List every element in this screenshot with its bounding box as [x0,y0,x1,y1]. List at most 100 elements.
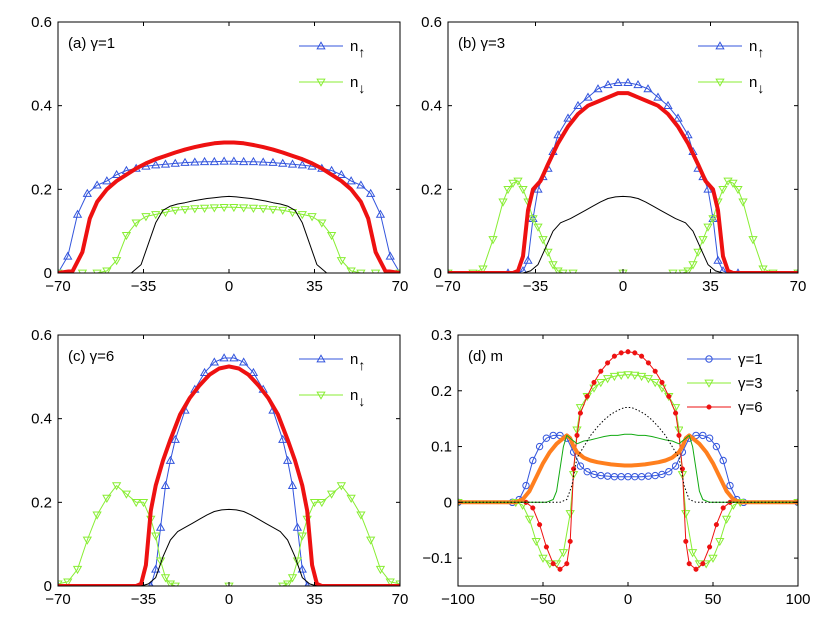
point-n_up [563,113,573,122]
point-n_up [643,84,653,93]
point-n_up [209,357,220,366]
point-n_down [170,582,180,586]
point-γ=6 [550,561,556,567]
legend-label: n↑ [749,38,764,60]
point-n_down [488,236,498,245]
point-n_up [238,357,249,366]
point-γ=1 [535,442,544,451]
point-γ=1 [671,462,680,470]
series-n_up [448,77,798,273]
legend-marker [704,379,714,388]
point-n_up [292,522,303,531]
point-n_up [180,157,190,166]
legend: n↑ n↓ [694,33,796,105]
point-n_up [278,434,288,443]
point-γ=3 [623,371,633,380]
x-tick-label: −70 [45,591,70,608]
legend-label: n↑ [350,38,365,60]
point-n_up [229,156,239,165]
y-tick-label: 0 [444,494,452,511]
point-n_down [336,257,347,266]
panel-2: −70 −35 0 35 70 0 0.2 0.4 0.6 (b) γ=3 n↑ n↓ [421,14,806,295]
point-n_up [663,100,673,110]
point-γ=1 [705,434,714,442]
point-γ=6 [639,353,645,359]
point-γ=6 [645,360,651,366]
point-n_down [693,248,703,257]
point-n_up [719,266,727,273]
point-n_down [513,177,523,186]
point-n_down [748,236,758,245]
point-n_down [160,574,171,583]
x-tick-label: 0 [225,591,233,608]
point-n_down [155,557,166,566]
point-n_down [111,257,122,266]
point-n_up [553,130,563,139]
panel-4: −100 −50 0 50 100−0.100.10.20.3(d) m γ=1γ=3γ=… [422,327,810,608]
point-γ=3 [565,510,575,519]
point-n_up [297,160,307,169]
point-γ=3 [524,515,535,524]
point-n_down [170,206,180,216]
x-tick-label: 70 [392,278,409,295]
point-n_up [583,92,593,101]
point-n_down [102,494,112,503]
point-n_up [229,353,239,362]
point-n_up [268,157,278,166]
point-n_down [568,269,578,273]
point-n_up [248,367,259,376]
series-orange [458,433,798,505]
y-tick-label: 0.2 [31,494,52,511]
point-n_up [199,156,210,166]
point-γ=3 [630,371,640,380]
x-tick-label: 35 [702,278,719,295]
legend: γ=1 γ=3 γ=6 [683,346,796,429]
point-n_down [209,204,220,213]
point-n_down [190,205,200,214]
point-n_down [268,206,278,215]
point-n_down [317,498,327,508]
y-tick-label: 0.4 [421,98,442,115]
point-γ=6 [683,538,689,544]
point-n_up [593,84,603,93]
x-tick-label: −35 [131,278,156,295]
point-n_down [703,223,713,232]
point-γ=6 [679,466,685,472]
point-n_down [111,482,122,491]
panel-label: (a) γ=1 [68,35,115,52]
point-n_up [375,209,386,218]
point-n_up [653,92,663,101]
point-γ=3 [602,375,613,384]
line-n_up [448,82,798,273]
panel-label: (d) m [468,348,503,365]
line-n_down [58,485,400,586]
point-n_up [92,180,102,189]
x-tick-label: 70 [392,591,409,608]
point-n_up [170,434,180,443]
point-γ=3 [687,549,698,558]
point-γ=6 [632,350,638,356]
point-n_down [718,185,728,195]
point-n_up [219,156,229,165]
point-γ=6 [673,410,679,416]
point-n_up [278,158,288,167]
point-n_down [297,211,307,220]
y-tick-label: 0.6 [31,327,52,344]
point-n_up [170,158,180,167]
line-n_up [58,357,400,586]
x-tick-label: −50 [530,591,555,608]
point-n_up [151,564,161,573]
x-tick-label: −35 [131,591,156,608]
point-n_up [573,100,583,110]
point-n_down [63,578,73,586]
line-density [448,195,798,273]
legend-label: n↑ [350,351,365,373]
y-tick-label: 0.4 [31,411,52,428]
panel-label: (b) γ=3 [458,35,505,52]
point-n_up [346,176,356,185]
point-γ=6 [574,432,580,438]
line-m [58,140,400,273]
series-density [448,195,798,273]
point-γ=6 [577,410,583,416]
